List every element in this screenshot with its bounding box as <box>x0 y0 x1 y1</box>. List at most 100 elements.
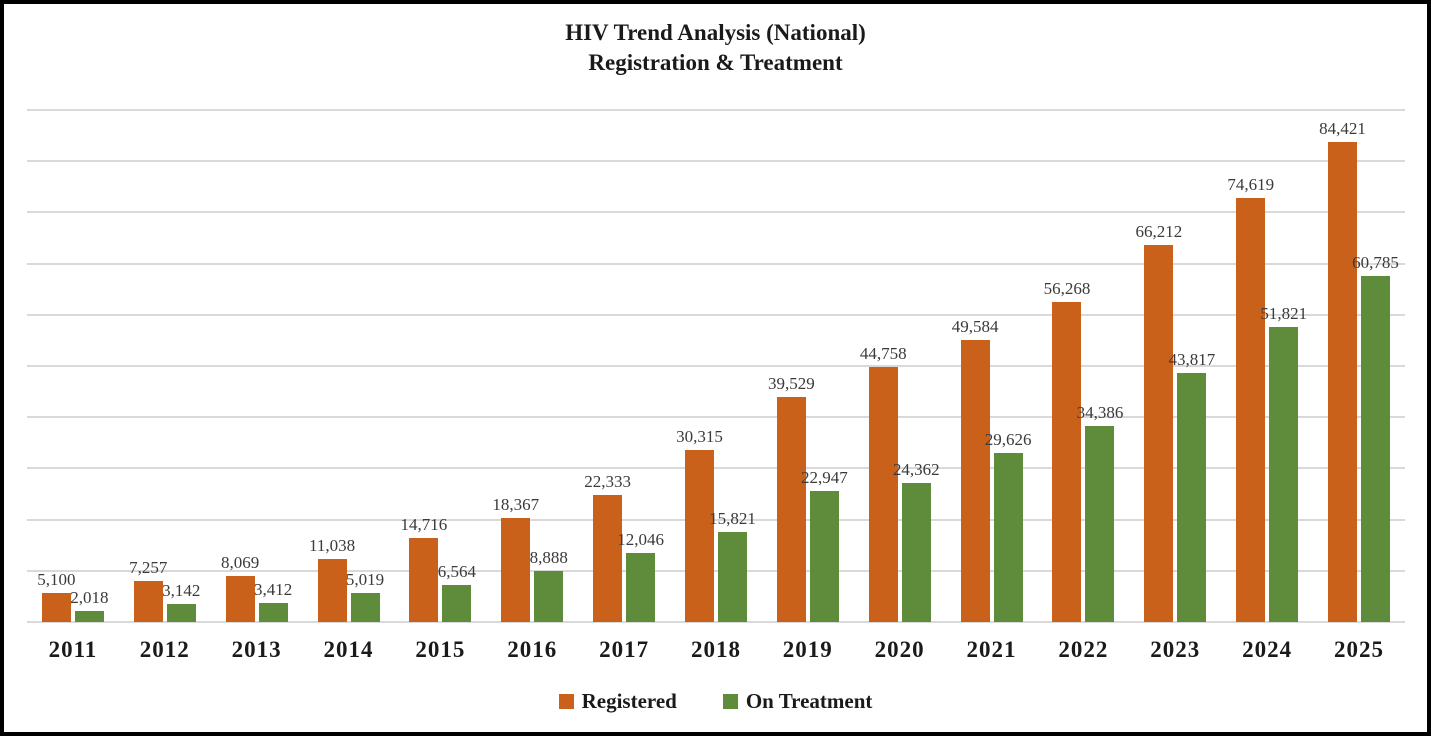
value-label-on-treatment-2020: 24,362 <box>892 460 940 480</box>
bar-registered-2020: 44,758 <box>860 344 907 622</box>
value-label-on-treatment-2014: 5,019 <box>345 570 385 590</box>
bar-on-treatment-2015: 6,564 <box>438 562 476 622</box>
bar-on-treatment-2011: 2,018 <box>70 588 109 622</box>
x-axis-label-2020: 2020 <box>874 637 925 662</box>
value-label-on-treatment-2011: 2,018 <box>70 587 109 607</box>
x-axis-label-2025: 2025 <box>1333 637 1384 662</box>
bar-group-2016: 18,367 8,888 <box>486 110 578 622</box>
value-label-on-treatment-2012: 3,142 <box>162 581 201 601</box>
bar-group-2024: 74,619 51,821 <box>1221 110 1313 622</box>
x-axis-label-2021: 2021 <box>966 637 1017 662</box>
bar-group-2021: 49,584 29,626 <box>946 110 1038 622</box>
bar-on-treatment-2016: 8,888 <box>530 548 568 622</box>
gridline <box>27 313 1405 316</box>
bar-registered-2014: 11,038 <box>309 536 355 622</box>
legend-marker-icon-registered <box>558 694 574 709</box>
bar-group-2023: 66,212 43,817 <box>1129 110 1221 622</box>
bar-registered-2018: 30,315 <box>676 427 723 622</box>
bar-on-treatment-2017: 12,046 <box>617 530 664 622</box>
value-label-on-treatment-2025: 60,785 <box>1352 253 1399 273</box>
bar-group-2020: 44,758 24,362 <box>854 110 946 622</box>
chart-title: HIV Trend Analysis (National) <box>565 20 866 45</box>
x-axis-label-2018: 2018 <box>690 637 741 662</box>
value-label-on-treatment-2023: 43,817 <box>1168 349 1216 369</box>
bar-on-treatment-2013: 3,412 <box>254 580 292 622</box>
bar-on-treatment-2020: 24,362 <box>893 460 940 622</box>
bar-registered-2012: 7,257 <box>129 558 167 622</box>
bar-registered-2025: 84,421 <box>1319 119 1366 622</box>
legend-marker-icon-on-treatment <box>722 694 738 709</box>
legend: Registered On Treatment <box>4 689 1427 714</box>
bar-registered-2024: 74,619 <box>1227 175 1274 622</box>
x-axis-label-2013: 2013 <box>231 637 282 662</box>
bar-registered-2019: 39,529 <box>768 374 815 622</box>
x-axis-label-2022: 2022 <box>1058 637 1109 662</box>
gridline <box>27 160 1405 163</box>
gridline <box>27 416 1405 419</box>
bar-registered-2021: 49,584 <box>952 317 998 622</box>
bar-on-treatment-2024: 51,821 <box>1260 304 1307 622</box>
bar-group-2019: 39,529 22,947 <box>762 110 854 622</box>
value-label-on-treatment-2013: 3,412 <box>254 579 293 599</box>
bar-on-treatment-2018: 15,821 <box>709 509 756 622</box>
value-label-on-treatment-2016: 8,888 <box>529 548 568 568</box>
bar-group-2015: 14,716 6,564 <box>394 110 486 622</box>
legend-label-on-treatment: On Treatment <box>745 689 873 713</box>
x-axis: 2011 2012 2013 2014 2015 2016 2017 2018 2019 2020… <box>27 637 1405 663</box>
value-label-registered-2018: 30,315 <box>676 426 723 446</box>
value-label-registered-2013: 8,069 <box>221 553 260 573</box>
value-label-registered-2015: 14,716 <box>400 515 448 535</box>
gridline <box>27 569 1405 572</box>
value-label-on-treatment-2018: 15,821 <box>709 509 756 528</box>
bar-on-treatment-2022: 34,386 <box>1077 403 1123 622</box>
x-axis-label-2014: 2014 <box>323 637 374 662</box>
bar-group-2012: 7,257 3,142 <box>119 110 211 622</box>
chart-title-block: HIV Trend Analysis (National) Registrati… <box>4 18 1427 79</box>
value-label-registered-2012: 7,257 <box>129 557 168 577</box>
value-label-on-treatment-2015: 6,564 <box>437 561 476 581</box>
value-label-registered-2021: 49,584 <box>951 316 999 336</box>
gridline <box>27 518 1405 521</box>
bar-registered-2023: 66,212 <box>1135 222 1182 622</box>
x-axis-label-2015: 2015 <box>415 637 466 662</box>
bar-on-treatment-2014: 5,019 <box>346 570 384 622</box>
legend-item-on-treatment: On Treatment <box>722 689 873 714</box>
legend-label-registered: Registered <box>581 689 677 713</box>
bar-registered-2022: 56,268 <box>1044 279 1090 622</box>
legend-item-registered: Registered <box>558 689 677 714</box>
x-axis-label-2017: 2017 <box>599 637 650 662</box>
bar-registered-2011: 5,100 <box>37 570 76 622</box>
plot-area: 5,100 2,018 7,257 3,142 8,069 3,412 11,038 5,01… <box>27 109 1405 623</box>
bar-registered-2013: 8,069 <box>221 553 259 622</box>
bar-group-2014: 11,038 5,019 <box>303 110 395 622</box>
value-label-registered-2023: 66,212 <box>1135 222 1183 242</box>
bar-group-2017: 22,333 12,046 <box>578 110 670 622</box>
gridline <box>27 467 1405 470</box>
value-label-registered-2011: 5,100 <box>37 570 76 589</box>
value-label-registered-2017: 22,333 <box>584 471 631 491</box>
gridline <box>27 109 1405 111</box>
value-label-on-treatment-2019: 22,947 <box>800 468 848 488</box>
bar-group-2011: 5,100 2,018 <box>27 110 119 622</box>
bar-registered-2016: 18,367 <box>492 495 539 622</box>
bar-on-treatment-2021: 29,626 <box>985 430 1031 622</box>
bar-on-treatment-2019: 22,947 <box>801 468 848 622</box>
bar-group-2013: 8,069 3,412 <box>211 110 303 622</box>
value-label-on-treatment-2022: 34,386 <box>1076 403 1124 423</box>
value-label-on-treatment-2021: 29,626 <box>984 430 1032 450</box>
x-axis-line <box>27 621 1405 623</box>
bar-registered-2017: 22,333 <box>584 472 631 622</box>
x-axis-label-2016: 2016 <box>507 637 558 662</box>
bar-group-2022: 56,268 34,386 <box>1038 110 1130 622</box>
bar-group-2025: 84,421 60,785 <box>1313 110 1405 622</box>
x-axis-label-2024: 2024 <box>1242 637 1293 662</box>
value-label-registered-2025: 84,421 <box>1319 118 1366 138</box>
bar-on-treatment-2012: 3,142 <box>162 581 200 622</box>
x-axis-label-2012: 2012 <box>139 637 190 662</box>
value-label-registered-2020: 44,758 <box>859 344 907 364</box>
bar-on-treatment-2025: 60,785 <box>1352 253 1399 622</box>
value-label-registered-2024: 74,619 <box>1227 174 1275 194</box>
bar-registered-2015: 14,716 <box>401 515 447 622</box>
x-axis-label-2011: 2011 <box>48 637 98 662</box>
gridline <box>27 262 1405 265</box>
